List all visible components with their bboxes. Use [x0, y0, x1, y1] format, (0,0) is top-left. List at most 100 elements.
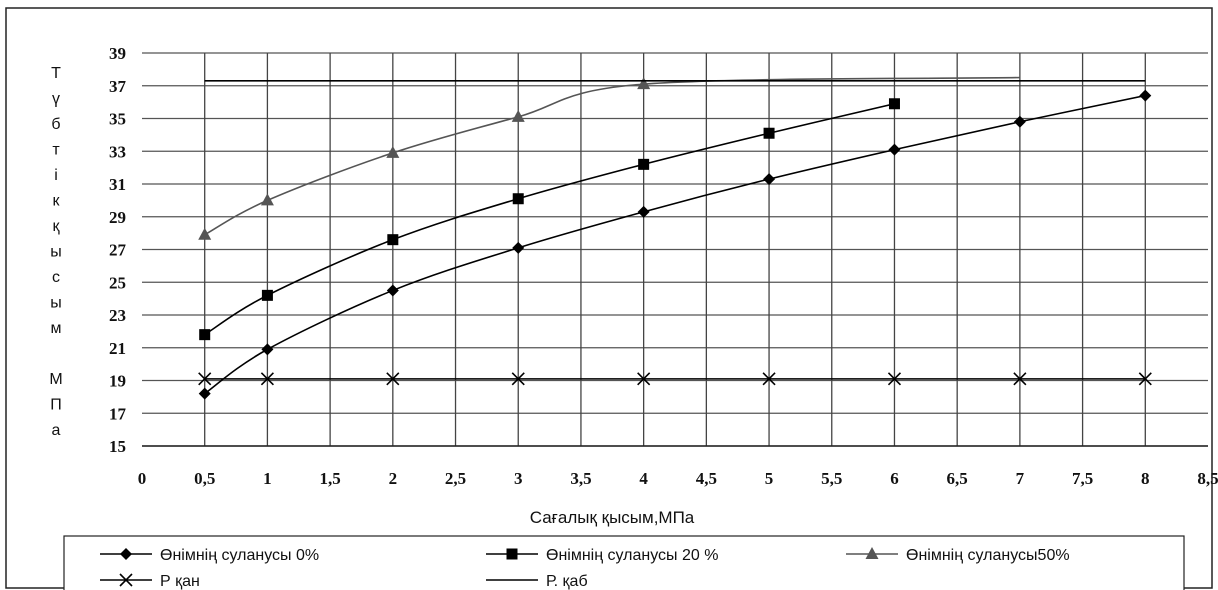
marker-square — [506, 548, 518, 560]
x-tick-label: 7,5 — [1072, 469, 1093, 488]
x-tick-label: 8 — [1141, 469, 1150, 488]
y-label-letter: а — [52, 422, 61, 439]
marker-diamond — [512, 241, 525, 254]
x-tick-label: 1,5 — [319, 469, 340, 488]
marker-diamond — [120, 548, 132, 560]
y-tick-labels: 15 17 19 21 23 25 27 29 31 33 35 37 39 — [109, 44, 127, 456]
y-label-letter: к — [53, 193, 61, 210]
x-tick-label: 0,5 — [194, 469, 215, 488]
y-label-letter: б — [51, 116, 60, 133]
legend-item: Өнімнің суланусы 20 % — [486, 547, 718, 564]
x-tick-label: 2 — [389, 469, 398, 488]
legend-item: Өнімнің суланусы50% — [846, 547, 1070, 564]
y-tick-label: 33 — [109, 142, 126, 161]
marker-square — [512, 193, 524, 205]
x-axis-label: Сағалық қысым,МПа — [530, 508, 695, 527]
y-tick-label: 17 — [109, 404, 127, 423]
y-tick-label: 19 — [109, 372, 126, 391]
series-1 — [198, 89, 1152, 400]
legend-label: Р қан — [160, 573, 200, 590]
marker-triangle — [198, 227, 212, 240]
marker-x — [1013, 372, 1027, 386]
marker-diamond — [1013, 115, 1026, 128]
marker-triangle — [637, 77, 651, 90]
series-4 — [198, 372, 1152, 386]
marker-diamond — [637, 205, 650, 218]
legend-box — [63, 535, 1185, 590]
series-2 — [199, 98, 900, 341]
x-tick-label: 4 — [639, 469, 648, 488]
y-label-letter: т — [52, 142, 60, 159]
y-label-letter: П — [50, 397, 62, 414]
series-line — [204, 76, 1020, 236]
marker-triangle — [386, 145, 400, 158]
marker-square — [638, 158, 650, 170]
y-label-letter: і — [54, 167, 58, 184]
y-tick-label: 35 — [109, 110, 126, 129]
x-tick-label: 0 — [138, 469, 147, 488]
marker-square — [261, 289, 273, 301]
y-label-letter: с — [52, 269, 60, 286]
marker-diamond — [763, 173, 776, 186]
y-tick-label: 27 — [109, 241, 127, 260]
x-tick-label: 5 — [765, 469, 774, 488]
y-label-letter: м — [51, 320, 62, 337]
x-tick-label: 3 — [514, 469, 523, 488]
series-3 — [198, 76, 1020, 240]
marker-diamond — [198, 387, 211, 400]
x-tick-label: 5,5 — [821, 469, 842, 488]
y-tick-label: 25 — [109, 273, 126, 292]
y-tick-label: 31 — [109, 175, 126, 194]
y-tick-label: 15 — [109, 437, 126, 456]
y-tick-label: 39 — [109, 44, 126, 63]
marker-square — [763, 127, 775, 139]
marker-square — [888, 98, 900, 110]
x-tick-label: 2,5 — [445, 469, 466, 488]
x-tick-label: 6 — [890, 469, 899, 488]
marker-x — [386, 372, 400, 386]
marker-diamond — [261, 343, 274, 356]
marker-triangle — [511, 109, 525, 122]
marker-diamond — [386, 284, 399, 297]
legend-label: Өнімнің суланусы 20 % — [546, 547, 718, 564]
x-tick-label: 7 — [1016, 469, 1025, 488]
y-tick-label: 23 — [109, 306, 126, 325]
legend-item: Өнімнің суланусы 0% — [100, 547, 319, 564]
marker-triangle — [260, 193, 274, 206]
marker-square — [199, 329, 211, 341]
x-tick-label: 1 — [263, 469, 272, 488]
legend: Өнімнің суланусы 0% Өнімнің суланусы 20 %… — [100, 547, 1070, 590]
series-group — [198, 76, 1152, 400]
marker-x — [887, 372, 902, 386]
x-tick-label: 6,5 — [947, 469, 968, 488]
y-label-letter: қ — [53, 218, 61, 235]
x-tick-label: 3,5 — [570, 469, 591, 488]
y-tick-label: 21 — [109, 339, 126, 358]
legend-label: Өнімнің суланусы 0% — [160, 547, 319, 564]
marker-x — [1138, 372, 1152, 386]
marker-x — [637, 372, 651, 386]
marker-diamond — [888, 143, 901, 156]
series-line — [204, 94, 1146, 395]
chart-area-border — [5, 7, 1213, 589]
marker-x — [260, 372, 274, 386]
legend-label: Өнімнің суланусы50% — [906, 547, 1070, 564]
y-label-letter: ы — [50, 244, 62, 261]
y-label-letter: М — [49, 371, 62, 388]
y-label-letter: ү — [52, 91, 60, 108]
x-tick-label: 4,5 — [696, 469, 717, 488]
y-tick-label: 29 — [109, 208, 126, 227]
marker-x — [119, 573, 133, 587]
y-tick-label: 37 — [109, 77, 127, 96]
marker-diamond — [1139, 89, 1152, 102]
grid — [142, 52, 1208, 447]
legend-item: Р. қаб — [486, 573, 588, 590]
marker-x — [198, 372, 212, 386]
legend-label: Р. қаб — [546, 573, 588, 590]
y-label-letter: Т — [51, 65, 61, 82]
y-label-letter: ы — [50, 295, 62, 312]
marker-square — [387, 234, 399, 246]
x-tick-label: 8,5 — [1197, 469, 1218, 488]
